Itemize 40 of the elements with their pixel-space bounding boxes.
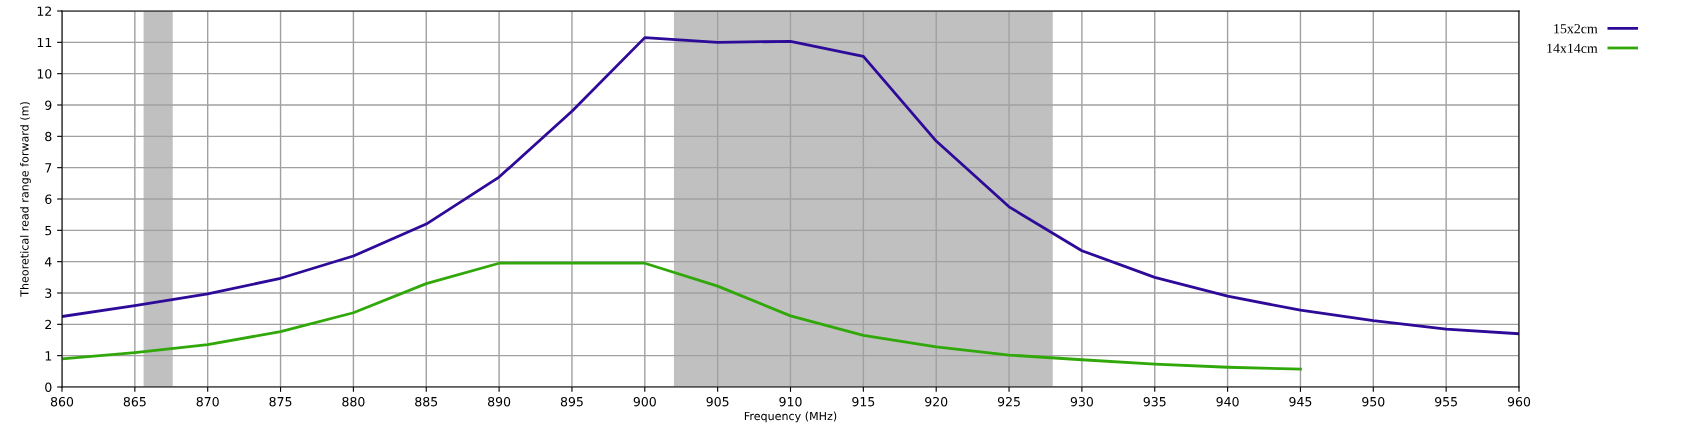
y-tick-label: 0 [45,382,52,392]
x-tick-label: 880 [342,396,365,407]
y-tick-label: 11 [37,37,52,48]
x-tick-label: 900 [633,396,656,407]
y-tick-label: 6 [45,194,52,204]
x-tick-label: 945 [1289,396,1312,407]
line-series [62,261,1302,371]
x-axis-title: Frequency (MHz) [744,411,837,423]
y-tick-label: 2 [45,319,52,330]
x-tick-label: 940 [1216,396,1239,407]
x-tick-label: 925 [997,396,1020,407]
legend-label: 15x2cm [1554,24,1598,34]
x-tick-label: 930 [1070,396,1093,407]
x-tick-label: 870 [196,396,219,407]
y-axis-title: Theoretical read range forward (m) [20,102,31,297]
x-tick-label: 910 [779,396,802,407]
x-tick-label: 875 [269,396,292,407]
x-tick-label: 885 [415,396,438,407]
x-tick-label: 955 [1435,396,1457,407]
x-tick-label: 950 [1362,396,1385,407]
y-tick-label: 5 [45,225,52,236]
x-tick-label: 860 [50,396,74,407]
line-series [62,36,1519,336]
y-tick-label: 4 [44,257,52,267]
y-tick-label: 8 [45,131,52,142]
x-tick-label: 915 [852,396,875,407]
x-tick-label: 890 [488,396,511,407]
legend-label: 14x14cm [1547,43,1598,53]
x-tick-label: 905 [706,396,729,407]
y-tick-label: 3 [45,288,52,298]
y-tick-label: 10 [37,69,52,79]
y-tick-label: 1 [45,351,52,361]
y-tick-label: 7 [45,163,52,173]
x-tick-label: 960 [1507,396,1531,407]
x-tick-label: 935 [1143,396,1166,407]
y-tick-label: 9 [45,100,52,110]
x-tick-label: 920 [925,396,948,407]
x-tick-label: 865 [123,396,146,407]
x-tick-label: 895 [560,396,583,407]
y-tick-label: 12 [37,6,52,16]
